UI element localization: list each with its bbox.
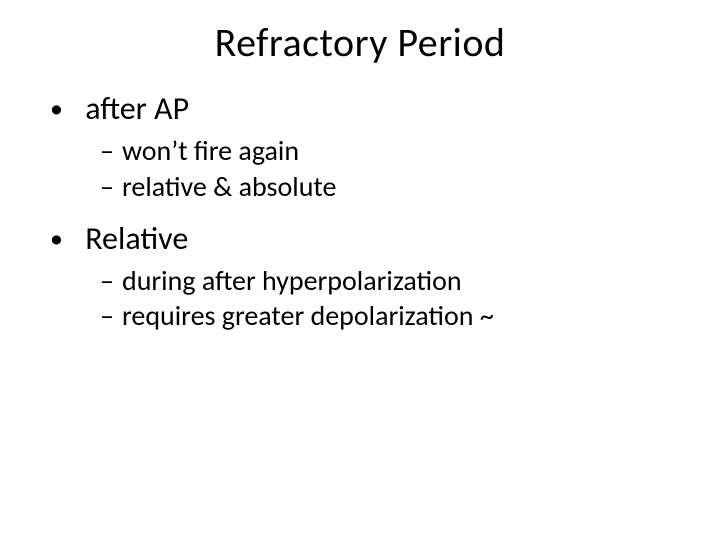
list-item: after AP won’t fire again relative & abs… bbox=[78, 89, 660, 205]
list-item-label: Relative bbox=[85, 219, 188, 258]
sub-list: won’t fire again relative & absolute bbox=[78, 133, 660, 205]
list-item: requires greater depolarization ~ bbox=[122, 298, 660, 334]
slide-title: Refractory Period bbox=[60, 18, 660, 67]
sub-list: during after hyperpolarization requires … bbox=[78, 263, 660, 335]
list-item-label: relative & absolute bbox=[122, 169, 336, 204]
list-item: during after hyperpolarization bbox=[122, 263, 660, 299]
list-item-label: won’t fire again bbox=[122, 133, 299, 168]
slide: Refractory Period after AP won’t fire ag… bbox=[0, 0, 720, 540]
list-item-label: during after hyperpolarization bbox=[122, 263, 462, 298]
list-item: won’t fire again bbox=[122, 133, 660, 169]
list-item-label: after AP bbox=[85, 89, 189, 128]
list-item: Relative during after hyperpolarization … bbox=[78, 219, 660, 335]
bullet-list: after AP won’t fire again relative & abs… bbox=[60, 89, 660, 334]
list-item-label: requires greater depolarization ~ bbox=[122, 298, 494, 333]
list-item: relative & absolute bbox=[122, 169, 660, 205]
